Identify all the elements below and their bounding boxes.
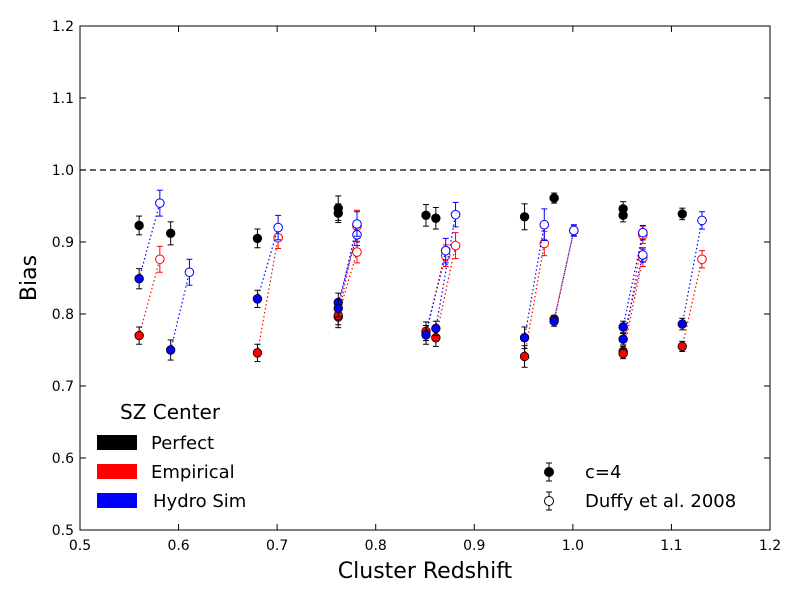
- x-tick-label: 0.5: [69, 538, 91, 554]
- marker: [156, 199, 165, 208]
- marker: [639, 228, 648, 237]
- y-tick-label: 0.9: [52, 235, 74, 251]
- marker: [678, 210, 687, 219]
- marker: [451, 210, 460, 219]
- x-tick-label: 0.8: [365, 538, 387, 554]
- marker: [550, 194, 559, 203]
- marker: [185, 268, 194, 277]
- marker: [451, 241, 460, 250]
- legend-label-perfect: Perfect: [151, 433, 214, 454]
- marker: [253, 234, 262, 243]
- legend-label-c4: c=4: [585, 462, 621, 483]
- marker: [422, 211, 431, 220]
- x-tick-label: 1.1: [660, 538, 682, 554]
- marker: [639, 251, 648, 260]
- marker: [619, 323, 628, 332]
- legend-swatch-perfect: [97, 435, 137, 450]
- marker: [619, 335, 628, 344]
- y-tick-label: 0.7: [52, 379, 74, 395]
- marker: [619, 349, 628, 358]
- point-c4: [619, 349, 628, 359]
- marker: [698, 216, 707, 225]
- marker: [166, 346, 175, 355]
- marker: [432, 214, 441, 223]
- point-c4: [550, 193, 559, 203]
- y-tick-label: 1.2: [52, 19, 74, 35]
- marker: [540, 220, 549, 229]
- marker: [550, 317, 559, 326]
- marker: [156, 255, 165, 264]
- marker: [520, 333, 529, 342]
- marker: [334, 304, 343, 313]
- marker: [520, 352, 529, 361]
- point-c4: [550, 316, 559, 326]
- marker: [135, 331, 144, 340]
- x-tick-label: 0.7: [266, 538, 288, 554]
- marker: [619, 211, 628, 220]
- legend-label-duffy: Duffy et al. 2008: [585, 491, 736, 512]
- x-axis-title: Cluster Redshift: [338, 559, 513, 584]
- x-tick-label: 1.2: [759, 538, 781, 554]
- marker: [520, 213, 529, 222]
- y-tick-label: 0.6: [52, 451, 74, 467]
- marker: [432, 324, 441, 333]
- marker: [678, 320, 687, 329]
- x-tick-label: 0.6: [167, 538, 189, 554]
- marker: [353, 220, 362, 229]
- y-tick-label: 1.0: [52, 163, 74, 179]
- marker: [698, 255, 707, 264]
- marker: [678, 342, 687, 351]
- marker: [253, 349, 262, 358]
- marker: [334, 209, 343, 218]
- marker: [570, 226, 579, 235]
- legend-centers-title: SZ Center: [120, 400, 221, 424]
- marker: [353, 248, 362, 257]
- marker: [135, 221, 144, 230]
- point-c4: [678, 341, 687, 351]
- x-tick-label: 1.0: [562, 538, 584, 554]
- marker: [135, 274, 144, 283]
- plot-background: [80, 26, 770, 530]
- legend-label-hydro-sim: Hydro Sim: [153, 491, 246, 512]
- x-tick-label: 0.9: [463, 538, 485, 554]
- legend-swatch-hydro-sim: [97, 493, 137, 508]
- legend-label-empirical: Empirical: [151, 462, 235, 483]
- marker: [441, 246, 450, 255]
- y-tick-label: 1.1: [52, 91, 74, 107]
- marker: [253, 295, 262, 304]
- y-axis-title: Bias: [17, 255, 42, 301]
- y-tick-label: 0.5: [52, 523, 74, 539]
- legend-swatch-empirical: [97, 464, 137, 479]
- marker: [422, 331, 431, 340]
- marker: [166, 229, 175, 238]
- y-tick-label: 0.8: [52, 307, 74, 323]
- marker: [274, 223, 283, 232]
